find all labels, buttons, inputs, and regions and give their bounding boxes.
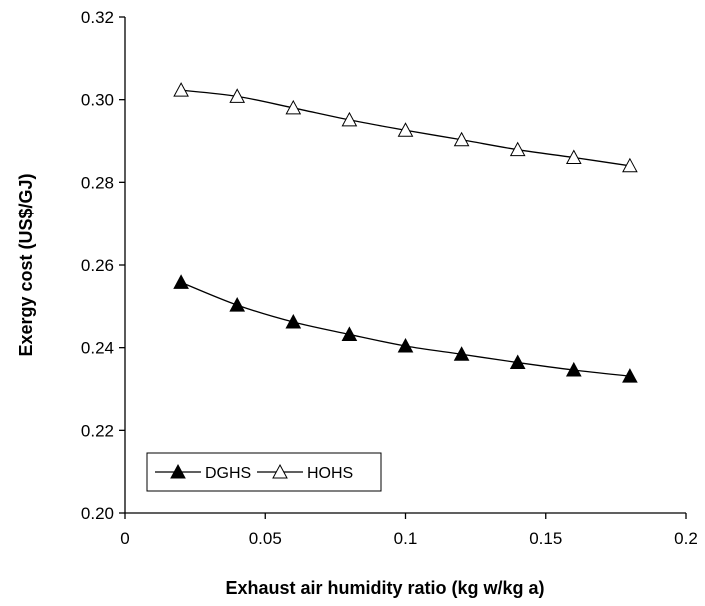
data-point-dghs bbox=[453, 346, 470, 361]
data-point-hohs bbox=[397, 122, 414, 137]
data-point-hohs bbox=[565, 149, 582, 165]
y-tick-label: 0.30 bbox=[81, 91, 114, 110]
series-layer bbox=[173, 82, 638, 383]
series-hohs bbox=[173, 82, 638, 173]
legend-label-hohs: HOHS bbox=[307, 465, 353, 482]
y-tick-label: 0.20 bbox=[81, 504, 114, 523]
x-tick-label: 0.15 bbox=[529, 529, 562, 548]
data-point-dghs bbox=[509, 354, 526, 370]
y-axis-ticks: 0.20 0.22 0.24 0.26 0.28 0.30 0.32 bbox=[81, 8, 125, 523]
series-line-dghs bbox=[180, 281, 630, 377]
data-point-hohs bbox=[173, 82, 189, 97]
y-tick-label: 0.28 bbox=[81, 173, 114, 192]
y-tick-label: 0.26 bbox=[81, 256, 114, 275]
data-point-hohs bbox=[341, 111, 358, 127]
legend: DGHS HOHS bbox=[146, 452, 382, 492]
x-axis-title: Exhaust air humidity ratio (kg w/kg a) bbox=[225, 578, 544, 598]
data-point-dghs bbox=[285, 313, 302, 329]
axes bbox=[124, 17, 686, 514]
data-point-hohs bbox=[453, 131, 470, 147]
x-axis-ticks: 0 0.05 0.1 0.15 0.2 bbox=[120, 513, 698, 548]
x-tick-label: 0.05 bbox=[249, 529, 282, 548]
x-tick-label: 0 bbox=[120, 529, 129, 548]
data-point-dghs bbox=[622, 368, 638, 383]
data-point-dghs bbox=[173, 274, 189, 289]
data-point-hohs bbox=[285, 99, 302, 115]
data-point-hohs bbox=[622, 157, 638, 173]
y-tick-label: 0.32 bbox=[81, 8, 114, 27]
series-dghs bbox=[173, 274, 638, 383]
data-point-dghs bbox=[397, 337, 414, 353]
x-tick-label: 0.2 bbox=[674, 529, 698, 548]
data-point-hohs bbox=[509, 141, 526, 157]
data-point-dghs bbox=[341, 326, 358, 341]
legend-label-dghs: DGHS bbox=[205, 465, 251, 482]
y-tick-label: 0.24 bbox=[81, 339, 114, 358]
legend-marker-hohs bbox=[272, 463, 288, 479]
data-point-hohs bbox=[229, 88, 246, 103]
data-point-dghs bbox=[229, 297, 246, 312]
legend-marker-dghs bbox=[170, 463, 186, 479]
x-tick-label: 0.1 bbox=[394, 529, 418, 548]
y-tick-label: 0.22 bbox=[81, 421, 114, 440]
data-point-dghs bbox=[565, 361, 582, 377]
y-axis-title: Exergy cost (US$/GJ) bbox=[16, 173, 36, 356]
